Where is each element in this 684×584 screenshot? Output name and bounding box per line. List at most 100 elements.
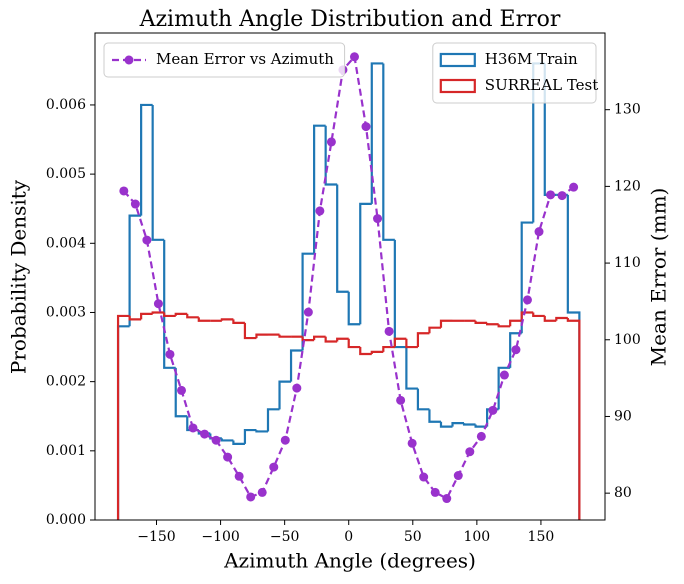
error-point	[419, 472, 429, 482]
y-tick-label: 0.002	[46, 374, 86, 390]
error-point	[511, 345, 521, 355]
histogram-step	[451, 422, 465, 427]
y2-tick-label: 100	[614, 332, 641, 348]
histogram-step	[301, 252, 315, 351]
y-tick-label: 0.003	[46, 304, 86, 320]
histogram-step	[509, 319, 522, 327]
histogram-step	[405, 338, 418, 349]
histogram-step	[128, 214, 142, 327]
legend-box	[103, 42, 346, 78]
error-point	[200, 429, 210, 439]
histogram-step	[543, 315, 557, 322]
histogram-step	[220, 318, 234, 321]
x-tick-label: −50	[270, 529, 300, 545]
histogram-step	[416, 332, 430, 348]
error-point	[234, 471, 244, 481]
y-tick-label: 0.000	[46, 512, 86, 528]
error-line	[123, 54, 575, 501]
error-point	[476, 431, 486, 441]
error-point	[465, 447, 475, 457]
histogram-step	[232, 440, 245, 446]
x-tick-label: 150	[528, 529, 555, 545]
legend-label: H36M Train	[485, 50, 578, 68]
error-point	[349, 52, 359, 62]
error-point	[165, 349, 175, 359]
y2-tick-label: 120	[614, 178, 641, 194]
histogram-step	[151, 104, 165, 241]
histogram-step	[382, 345, 395, 352]
error-point	[442, 494, 452, 504]
error-point	[534, 227, 544, 237]
error-point	[315, 206, 325, 216]
histogram-step	[197, 317, 211, 322]
histogram-step	[382, 63, 395, 241]
histogram-step	[428, 326, 441, 334]
histogram-step	[336, 337, 349, 342]
error-point	[499, 370, 509, 380]
error-point	[407, 438, 417, 448]
histogram-step	[336, 184, 349, 293]
histogram-step	[416, 388, 430, 411]
error-point	[569, 182, 579, 192]
y-tick-label: 0.006	[46, 97, 86, 113]
histogram-step	[232, 319, 245, 324]
histogram-step	[474, 320, 488, 324]
error-point	[546, 190, 556, 200]
histogram-step	[116, 325, 130, 520]
histogram-step	[497, 324, 511, 328]
error-point	[384, 326, 394, 336]
x-tick-label: 100	[463, 529, 490, 545]
error-point	[303, 307, 313, 317]
legend-label: Mean Error vs Azimuth	[156, 50, 334, 68]
error-point	[522, 295, 532, 305]
histogram-step	[324, 336, 338, 343]
error-point	[292, 383, 302, 393]
error-point	[396, 395, 406, 405]
x-tick-label: −100	[201, 529, 239, 545]
histogram-step	[174, 312, 188, 316]
y2-tick-label: 80	[614, 485, 632, 501]
histogram-step	[163, 239, 176, 369]
chart-title: Azimuth Angle Distribution and Error	[139, 7, 561, 32]
x-tick-label: 0	[344, 529, 353, 545]
histogram-step	[140, 103, 153, 216]
histogram-step	[116, 314, 130, 520]
error-point	[453, 471, 463, 481]
histogram-step	[243, 428, 257, 444]
error-point	[153, 299, 163, 309]
error-point	[373, 214, 383, 224]
y2-tick-label: 110	[614, 255, 641, 271]
histogram-step	[520, 311, 534, 321]
error-point	[119, 186, 129, 196]
histogram-step	[186, 313, 199, 319]
histogram-step	[220, 438, 234, 442]
histogram-step	[359, 347, 372, 356]
y-tick-label: 0.005	[46, 166, 86, 182]
histogram-step	[301, 336, 315, 342]
histogram-step	[393, 337, 407, 348]
histogram-step	[313, 124, 326, 254]
error-point	[269, 462, 279, 472]
histogram-step	[555, 316, 568, 321]
histogram-step	[566, 194, 581, 520]
histogram-step	[393, 239, 407, 349]
legend-marker	[124, 55, 134, 65]
histogram-step	[566, 318, 581, 520]
x-tick-label: −150	[137, 529, 175, 545]
y-tick-label: 0.001	[46, 443, 86, 459]
histogram-step	[278, 334, 292, 338]
error-point	[326, 137, 336, 147]
error-point	[280, 435, 290, 445]
error-point	[246, 492, 256, 502]
histogram-step	[474, 424, 488, 428]
legend-patch	[439, 78, 476, 94]
histogram-step	[532, 312, 545, 318]
legend-box	[432, 42, 597, 104]
legend-patch	[439, 52, 476, 68]
y2-tick-label: 90	[614, 408, 632, 424]
histogram-step	[439, 421, 453, 428]
histogram-step	[255, 430, 268, 433]
legend-label: SURREAL Test	[485, 76, 598, 94]
histogram-step	[509, 332, 522, 368]
